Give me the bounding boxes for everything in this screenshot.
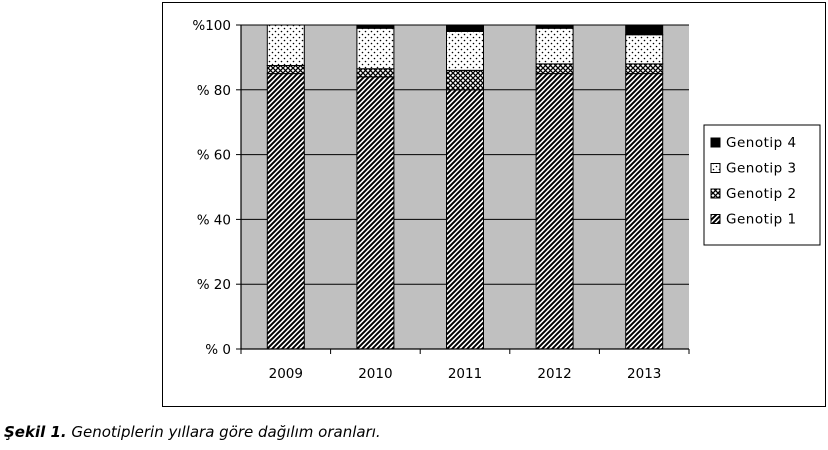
- legend-swatch: [710, 163, 721, 173]
- bar-segment-3: [535, 27, 574, 65]
- x-tick-label: 2012: [537, 366, 571, 382]
- bar-segment-2: [446, 69, 484, 91]
- legend-label: Genotip 4: [726, 135, 797, 151]
- y-tick-label: % 20: [197, 277, 231, 293]
- legend-swatch: [710, 188, 721, 199]
- bar-segment-3: [625, 34, 664, 65]
- legend-label: Genotip 2: [726, 186, 797, 202]
- bar-segment-1: [446, 89, 484, 350]
- caption-text: Genotiplerin yıllara göre dağılım oranla…: [66, 423, 381, 441]
- figure-caption: Şekil 1. Genotiplerin yıllara göre dağıl…: [4, 423, 381, 441]
- bar-segment-4: [446, 24, 484, 32]
- bars: [266, 24, 664, 350]
- bar-segment-1: [535, 73, 574, 350]
- legend-label: Genotip 1: [726, 212, 797, 228]
- legend-box: [703, 124, 821, 246]
- x-tick-labels: 2009 2010 2011 2012 2013: [269, 366, 662, 382]
- bar-segment-2: [266, 65, 305, 75]
- y-tick-label: % 40: [197, 212, 231, 228]
- bar-segment-4: [535, 24, 574, 29]
- bar-segment-2: [535, 63, 574, 75]
- bar-segment-4: [625, 24, 664, 36]
- legend-swatch: [710, 214, 721, 224]
- bar-segment-2: [625, 63, 664, 75]
- x-tick-label: 2010: [358, 366, 392, 382]
- y-tick-label: % 80: [197, 83, 231, 99]
- caption-label: Şekil 1.: [4, 423, 67, 441]
- axes: [236, 24, 690, 354]
- y-tick-label: % 0: [205, 342, 231, 358]
- bar-segment-1: [266, 73, 305, 350]
- bar-segment-3: [266, 24, 305, 66]
- bar-segment-1: [625, 73, 664, 350]
- legend-swatch: [710, 137, 721, 148]
- y-tick-labels: % 0 % 20 % 40 % 60 % 80 %100: [192, 18, 231, 358]
- legend: Genotip 4 Genotip 3 Genotip 2 Genotip 1: [703, 124, 821, 246]
- bar-segment-1: [356, 76, 395, 350]
- stacked-bar-chart: % 0 % 20 % 40 % 60 % 80 %100 2009 2010 2011 2012…: [192, 18, 821, 382]
- y-tick-label: %100: [192, 18, 231, 34]
- x-tick-label: 2011: [448, 366, 482, 382]
- bar-segment-2: [356, 68, 395, 78]
- legend-label: Genotip 3: [726, 161, 797, 177]
- y-tick-label: % 60: [197, 148, 231, 164]
- x-tick-label: 2009: [269, 366, 303, 382]
- x-tick-label: 2013: [627, 366, 661, 382]
- bar-segment-3: [446, 30, 484, 71]
- bar-segment-4: [356, 24, 395, 29]
- chart-frame: % 0 % 20 % 40 % 60 % 80 %100 2009 2010 2011 2012…: [162, 2, 826, 407]
- bar-segment-3: [356, 27, 395, 70]
